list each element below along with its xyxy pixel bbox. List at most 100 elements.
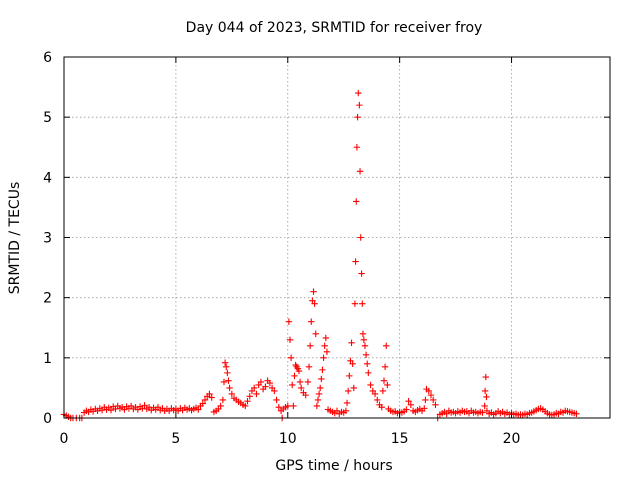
data-point (357, 234, 364, 241)
x-tick-label: 10 (279, 431, 297, 447)
data-point (430, 396, 437, 404)
data-point (405, 397, 412, 405)
data-point (361, 342, 369, 349)
data-point (432, 401, 439, 408)
data-point (311, 300, 318, 307)
data-point (425, 387, 432, 395)
x-tick-label: 20 (503, 431, 521, 447)
data-point (266, 379, 274, 387)
data-point (219, 396, 227, 404)
data-point (107, 406, 115, 414)
data-point (383, 342, 390, 349)
data-point (379, 387, 387, 395)
data-points (60, 89, 580, 422)
data-point (262, 383, 269, 390)
data-point (346, 372, 353, 380)
data-point (224, 369, 231, 377)
data-point (225, 377, 232, 384)
data-point (403, 406, 410, 413)
data-point (226, 384, 233, 392)
data-point (201, 396, 209, 404)
data-point (427, 391, 435, 399)
data-point (285, 318, 293, 325)
data-point (195, 406, 202, 413)
data-point (356, 101, 363, 109)
data-point (305, 363, 313, 371)
y-tick-label: 6 (43, 50, 52, 66)
data-point (228, 390, 236, 398)
data-point (302, 391, 309, 399)
grid-lines (64, 57, 610, 418)
data-point (320, 354, 327, 362)
data-point (421, 405, 428, 412)
data-point (323, 348, 331, 356)
data-point (378, 403, 385, 411)
data-point (359, 300, 366, 307)
data-point (246, 393, 253, 400)
x-tick-label: 0 (60, 431, 69, 447)
data-point (251, 384, 258, 392)
data-point (362, 351, 370, 359)
data-point (422, 396, 429, 404)
data-point (483, 393, 490, 401)
data-point (315, 390, 323, 398)
data-point (291, 372, 298, 380)
data-point (287, 354, 295, 362)
data-point (314, 396, 322, 404)
y-tick-label: 1 (43, 351, 52, 367)
data-point (141, 402, 148, 409)
chart-title: Day 044 of 2023, SRMTID for receiver fro… (186, 20, 483, 36)
data-point (242, 402, 249, 410)
data-point (244, 397, 251, 405)
data-point (271, 387, 278, 395)
data-point (351, 300, 359, 307)
data-point (359, 330, 367, 337)
y-axis-label: SRMTID / TECUs (7, 182, 23, 295)
axes: 0 5 10 15 20 0 1 2 3 4 5 6 (43, 50, 611, 447)
data-point (286, 336, 294, 343)
data-point (367, 381, 374, 389)
data-point (313, 402, 321, 410)
data-point (348, 339, 355, 346)
data-point (304, 378, 312, 386)
data-point (317, 384, 324, 392)
x-tick-label: 15 (391, 431, 409, 447)
data-point (481, 402, 488, 410)
data-point (573, 410, 580, 417)
data-point (284, 402, 291, 410)
data-point (364, 360, 371, 368)
data-point (407, 401, 415, 408)
data-point (482, 373, 490, 381)
x-tick-label: 5 (171, 431, 180, 447)
data-point (306, 342, 314, 349)
data-point (199, 400, 206, 407)
data-point (353, 198, 360, 205)
data-point (374, 396, 381, 404)
data-point (318, 375, 325, 383)
data-point (355, 89, 362, 97)
y-tick-label: 5 (43, 110, 52, 126)
data-point (308, 318, 315, 325)
data-point (360, 336, 368, 343)
data-point (275, 403, 283, 411)
data-point (365, 369, 372, 377)
data-point (273, 396, 280, 404)
data-point (356, 168, 364, 175)
data-point (354, 113, 361, 121)
data-point (297, 384, 305, 392)
data-point (295, 367, 303, 375)
y-tick-label: 3 (43, 231, 52, 247)
data-point (353, 144, 361, 151)
y-tick-label: 2 (43, 291, 52, 307)
data-point (312, 330, 319, 337)
data-point (349, 360, 356, 368)
data-point (223, 363, 230, 371)
data-point (481, 387, 489, 395)
data-point (296, 378, 304, 386)
data-point (206, 390, 213, 398)
data-point (220, 378, 228, 386)
data-point (343, 399, 351, 407)
data-point (479, 409, 486, 416)
data-point (208, 394, 215, 401)
